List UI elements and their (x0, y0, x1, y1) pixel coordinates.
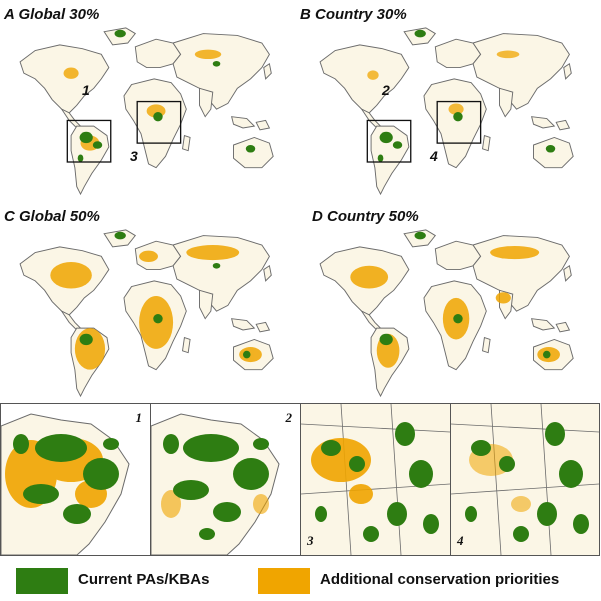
map-panel-b: B Country 30% 2 4 (300, 0, 600, 195)
zoom-map-2 (151, 413, 280, 555)
world-map-c (19, 229, 274, 397)
green-pa-areas (77, 29, 256, 162)
green-pa-areas (379, 231, 551, 359)
zoom-box-1 (66, 119, 112, 163)
world-map-d (319, 229, 574, 397)
zoom-box-2 (366, 119, 412, 163)
legend-label-orange: Additional conservation priorities (320, 571, 560, 588)
box-label-3: 3 (130, 148, 138, 164)
legend: Current PAs/KBAs Additional conservation… (0, 560, 601, 601)
green-pa-areas (377, 29, 556, 162)
legend-swatch-green (16, 568, 68, 594)
zoom-panel-3: 3 (301, 404, 451, 555)
zoom-number-4: 4 (457, 533, 464, 548)
legend-swatch-orange (258, 568, 310, 594)
zoom-number-1: 1 (135, 410, 143, 425)
green-pa-areas (79, 231, 251, 359)
zoom-panel-1: 1 (1, 404, 151, 555)
map-panel-d: D Country 50% (300, 200, 600, 397)
zoom-box-3 (136, 100, 182, 144)
map-panel-a: A Global 30% 1 3 (0, 0, 300, 195)
world-map-b (319, 27, 574, 195)
zoom-panel-2: 2 (151, 404, 301, 555)
panel-title-b: B Country 30% (300, 6, 407, 23)
panel-title-a: A Global 30% (4, 6, 100, 23)
zoom-map-3 (301, 404, 450, 555)
world-map-a (19, 27, 274, 195)
panel-title-c: C Global 50% (4, 208, 100, 225)
zoom-map-1 (1, 413, 130, 555)
box-label-2: 2 (382, 82, 390, 98)
zoom-box-4 (436, 100, 482, 144)
zoom-panel-4: 4 (451, 404, 599, 555)
box-label-1: 1 (82, 82, 90, 98)
map-panel-c: C Global 50% (0, 200, 300, 397)
orange-priority-areas (367, 50, 520, 115)
zoom-number-2: 2 (285, 410, 293, 425)
box-label-4: 4 (430, 148, 438, 164)
zoom-map-4 (451, 404, 599, 555)
zoom-number-3: 3 (307, 533, 314, 548)
legend-label-green: Current PAs/KBAs (78, 571, 210, 588)
panel-title-d: D Country 50% (312, 208, 419, 225)
zoom-strip: 1 2 (0, 403, 600, 556)
